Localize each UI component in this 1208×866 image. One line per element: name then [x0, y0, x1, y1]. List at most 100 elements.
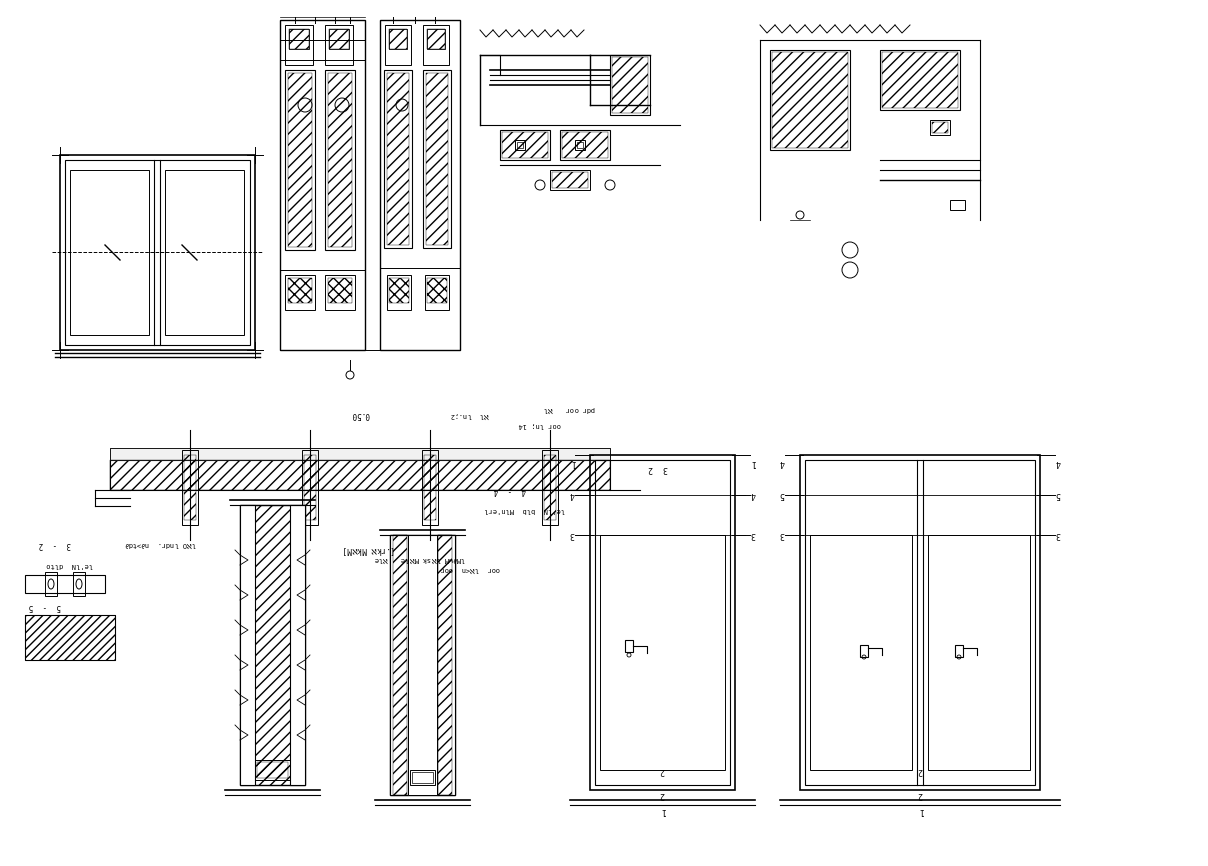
Text: 1: 1 [660, 805, 664, 815]
Text: lM$\partial$wM l$\aleph$sk M$\aleph$le   $\aleph$le: lM$\partial$wM l$\aleph$sk M$\aleph$le $… [373, 555, 466, 565]
Bar [329, 29, 349, 49]
Text: $\aleph$l  ln.;2: $\aleph$l ln.;2 [449, 410, 490, 421]
Text: 4  -  4: 4 - 4 [494, 486, 527, 494]
Bar [389, 29, 407, 49]
Text: 1: 1 [569, 458, 575, 468]
Bar [325, 275, 355, 310]
Bar [25, 615, 115, 660]
Bar [395, 535, 451, 795]
Bar [110, 448, 610, 460]
Bar [389, 278, 410, 303]
Text: 2: 2 [660, 791, 664, 799]
Bar [562, 132, 608, 158]
Bar [422, 450, 439, 525]
Bar [25, 615, 115, 660]
Bar [423, 25, 449, 65]
Text: 3: 3 [569, 531, 575, 540]
Bar [289, 29, 309, 49]
Text: 4: 4 [569, 490, 575, 500]
Bar [811, 535, 912, 770]
Text: 5: 5 [779, 490, 784, 500]
Text: [.rk$\aleph$ Mk$\aleph$M]: [.rk$\aleph$ Mk$\aleph$M] [343, 544, 396, 556]
Text: 3: 3 [662, 463, 668, 473]
Text: 2: 2 [647, 463, 652, 473]
Bar [25, 575, 105, 593]
Bar [596, 460, 730, 785]
Text: 2: 2 [918, 791, 923, 799]
Text: 1: 1 [918, 805, 923, 815]
Bar [423, 70, 451, 248]
Bar [426, 29, 445, 49]
Bar [110, 460, 610, 490]
Bar [110, 448, 610, 460]
Text: 0.50: 0.50 [350, 410, 370, 419]
Bar [165, 170, 244, 335]
Text: 4: 4 [750, 490, 755, 500]
Bar [245, 505, 300, 785]
Text: 3: 3 [779, 531, 784, 540]
Bar [805, 460, 1035, 785]
Bar [928, 535, 1030, 770]
Bar [290, 505, 304, 785]
Bar [408, 535, 437, 795]
Text: 1: 1 [750, 458, 755, 468]
Bar [412, 772, 432, 783]
Bar [575, 140, 585, 150]
Bar [437, 535, 455, 795]
Bar [860, 645, 869, 657]
Bar [385, 25, 411, 65]
Bar [285, 70, 315, 250]
Bar [517, 142, 523, 148]
Bar [389, 29, 407, 49]
Bar [393, 535, 407, 795]
Bar [288, 278, 312, 303]
Text: le'lN  dlto: le'lN dlto [47, 562, 93, 568]
Bar [550, 170, 590, 190]
Text: le'lN  blb  Mln'erl: le'lN blb Mln'erl [484, 507, 565, 513]
Bar [390, 535, 408, 795]
Bar [542, 450, 558, 525]
Bar [72, 572, 85, 596]
Bar [304, 455, 316, 520]
Bar [45, 572, 57, 596]
Bar [800, 455, 1040, 790]
Text: 5: 5 [1056, 490, 1061, 500]
Bar [285, 275, 315, 310]
Text: 3: 3 [750, 531, 755, 540]
Bar [426, 73, 448, 245]
Bar [65, 160, 250, 345]
Bar [390, 535, 455, 795]
Bar [387, 73, 410, 245]
Text: 3  -  2: 3 - 2 [39, 540, 71, 550]
Bar [410, 770, 435, 785]
Text: 3: 3 [1056, 531, 1061, 540]
Bar [769, 50, 850, 150]
Text: 2: 2 [660, 766, 664, 774]
Bar [325, 70, 355, 250]
Bar [384, 70, 412, 248]
Bar [257, 762, 288, 778]
Bar [610, 55, 650, 115]
Text: 4: 4 [779, 458, 784, 468]
Bar [110, 460, 610, 490]
Bar [500, 130, 550, 160]
Text: 5  -  5: 5 - 5 [29, 603, 62, 611]
Bar [329, 29, 349, 49]
Text: 2: 2 [918, 766, 923, 774]
Bar [561, 130, 610, 160]
Bar [612, 57, 647, 113]
Bar [70, 170, 149, 335]
Bar [552, 172, 588, 188]
Text: l$\aleph$O lndr.  n$\partial$>td$\partial$: l$\aleph$O lndr. n$\partial$>td$\partial… [123, 540, 197, 550]
Bar [772, 52, 848, 148]
Bar [515, 140, 525, 150]
Text: oor  l$\aleph$<n  oor: oor l$\aleph$<n oor [439, 565, 501, 575]
Bar [381, 20, 460, 350]
Bar [325, 25, 353, 65]
Bar [240, 505, 255, 785]
Bar [240, 505, 304, 785]
Bar [280, 20, 365, 350]
Bar [879, 50, 960, 110]
Bar [329, 73, 352, 247]
Bar [426, 278, 447, 303]
